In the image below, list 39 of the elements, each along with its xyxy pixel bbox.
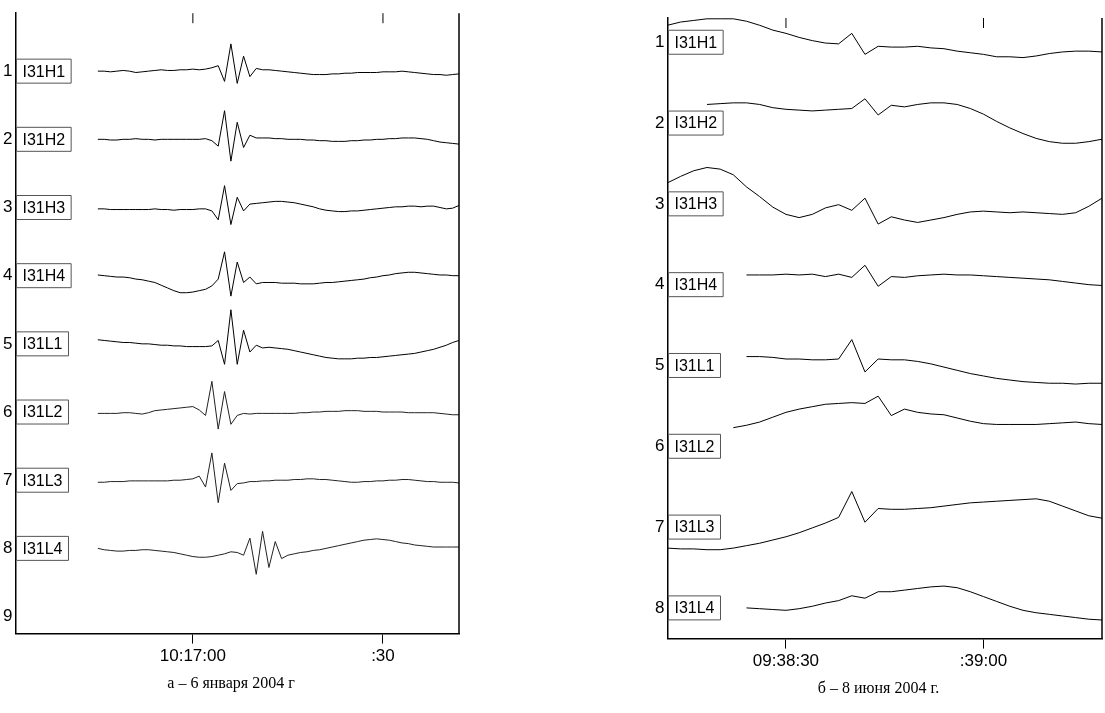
y-tick-label: 8 [654,597,665,617]
y-tick-label: 7 [2,469,13,489]
text: I31H2 [22,130,66,148]
y-tick-label: 7 [654,516,665,536]
series-label: I31L3 [674,518,715,536]
text: I31L4 [22,539,63,557]
series-label: I31L4 [674,599,715,617]
text: I31H3 [22,198,66,216]
series-label: I31L1 [674,356,715,374]
x-tick-label: 10:17:00 [159,646,226,666]
x-tick-label: :30 [371,646,395,666]
y-tick-label: 6 [654,435,665,455]
series-label: I31H4 [674,276,718,294]
text: I31H4 [22,267,66,285]
y-tick-label: 5 [2,333,13,353]
y-tick-label: 3 [654,193,665,213]
y-tick-label: 5 [654,355,665,375]
y-tick-label: 4 [654,274,665,294]
y-tick-label: 1 [654,31,665,51]
y-tick-label: 4 [2,265,13,285]
text: I31H1 [22,62,66,80]
series-label: I31H1 [674,33,718,51]
y-tick-label: 8 [2,538,13,558]
series-label: I31L2 [674,437,715,455]
y-tick-label: 6 [2,401,13,421]
y-tick-label: 2 [2,129,13,149]
x-tick-label: 09:38:30 [752,651,820,671]
x-tick-label: :39:00 [959,651,1008,671]
y-tick-label: 3 [2,197,13,217]
text: I31L1 [22,335,63,353]
text: б – 8 июня 2004 г. [816,679,941,697]
text: I31L2 [22,403,63,421]
y-tick-label: 1 [2,60,13,80]
y-tick-label: 9 [2,606,13,626]
series-label: I31H3 [674,195,718,213]
y-tick-label: 2 [654,112,665,132]
text: I31L3 [22,471,63,489]
text: а – 6 января 2004 г [166,674,296,692]
series-label: I31H2 [674,114,718,132]
